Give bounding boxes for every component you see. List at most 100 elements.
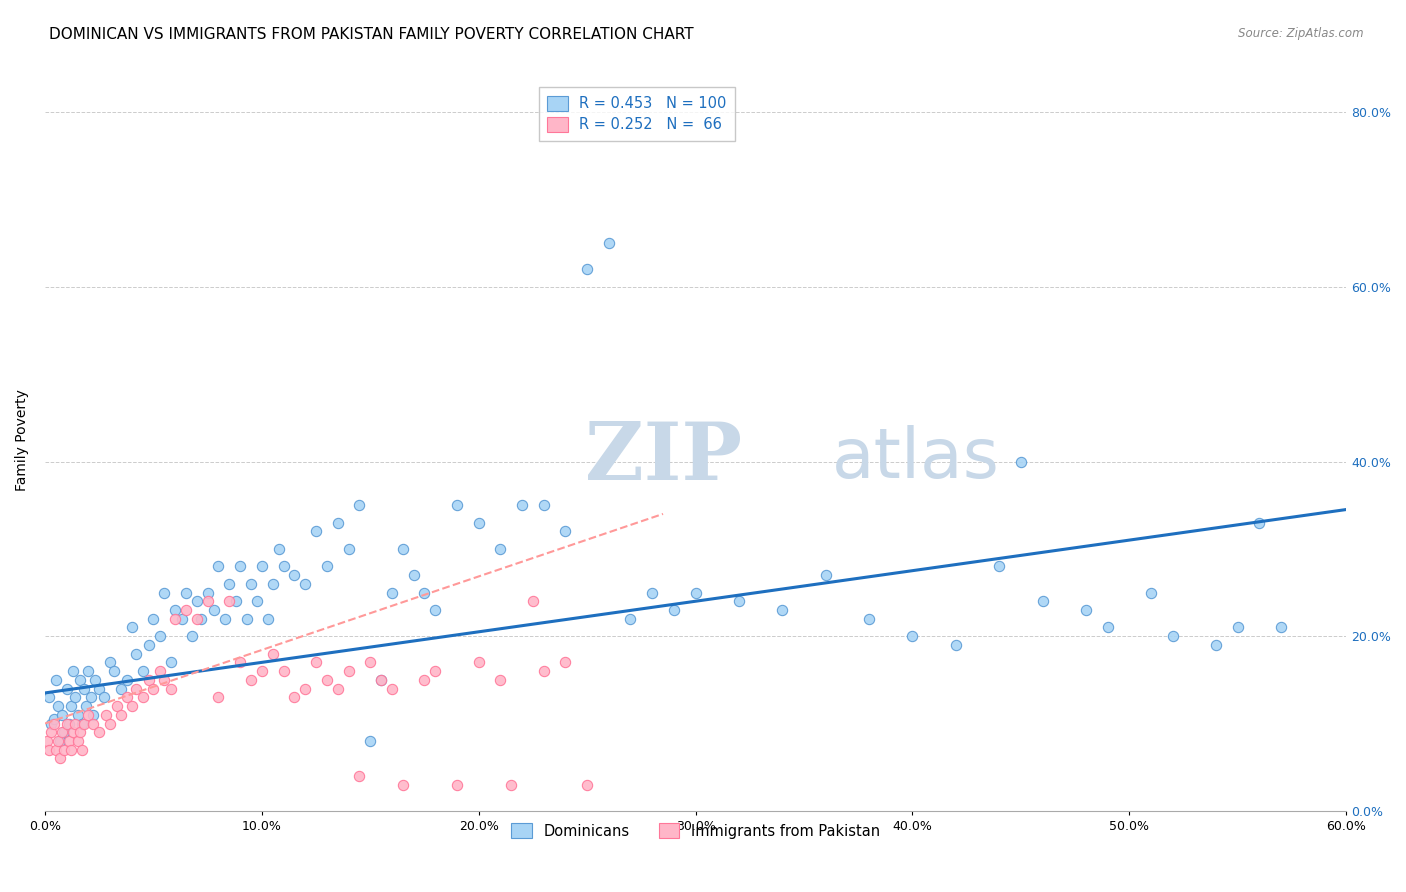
Point — [58, 716, 80, 731]
Point — [554, 524, 576, 539]
Point — [349, 498, 371, 512]
Point — [225, 594, 247, 608]
Point — [94, 707, 117, 722]
Point — [186, 594, 208, 608]
Point — [349, 769, 371, 783]
Point — [45, 673, 67, 687]
Point — [202, 603, 225, 617]
Point — [69, 725, 91, 739]
Point — [273, 664, 295, 678]
Point — [1161, 629, 1184, 643]
Point — [55, 681, 77, 696]
Point — [489, 673, 512, 687]
Point — [117, 690, 139, 705]
Point — [125, 681, 148, 696]
Point — [381, 681, 404, 696]
Point — [138, 638, 160, 652]
Point — [38, 742, 60, 756]
Point — [105, 699, 128, 714]
Point — [149, 629, 172, 643]
Point — [218, 594, 240, 608]
Point — [73, 716, 96, 731]
Point — [501, 778, 523, 792]
Point — [46, 734, 69, 748]
Point — [53, 725, 76, 739]
Point — [326, 681, 349, 696]
Point — [58, 734, 80, 748]
Point — [42, 712, 65, 726]
Point — [945, 638, 967, 652]
Point — [305, 524, 328, 539]
Point — [103, 664, 125, 678]
Point — [121, 620, 143, 634]
Point — [51, 707, 73, 722]
Point — [153, 673, 176, 687]
Point — [229, 559, 252, 574]
Point — [240, 576, 263, 591]
Point — [235, 612, 257, 626]
Point — [315, 559, 337, 574]
Point — [814, 568, 837, 582]
Point — [138, 673, 160, 687]
Point — [901, 629, 924, 643]
Point — [121, 699, 143, 714]
Point — [425, 603, 447, 617]
Point — [125, 647, 148, 661]
Point — [66, 707, 89, 722]
Point — [98, 716, 121, 731]
Point — [359, 656, 381, 670]
Point — [181, 629, 204, 643]
Text: Source: ZipAtlas.com: Source: ZipAtlas.com — [1239, 27, 1364, 40]
Point — [218, 576, 240, 591]
Point — [89, 725, 111, 739]
Point — [73, 681, 96, 696]
Point — [446, 498, 468, 512]
Point — [1270, 620, 1292, 634]
Point — [46, 699, 69, 714]
Point — [75, 699, 97, 714]
Point — [66, 734, 89, 748]
Point — [117, 673, 139, 687]
Point — [65, 716, 87, 731]
Point — [576, 778, 599, 792]
Point — [533, 664, 555, 678]
Point — [598, 236, 620, 251]
Point — [381, 585, 404, 599]
Point — [98, 656, 121, 670]
Point — [294, 681, 316, 696]
Point — [93, 690, 115, 705]
Point — [391, 778, 413, 792]
Point — [283, 568, 305, 582]
Point — [533, 498, 555, 512]
Point — [159, 681, 181, 696]
Legend: Dominicans, Immigrants from Pakistan: Dominicans, Immigrants from Pakistan — [505, 817, 886, 845]
Point — [51, 725, 73, 739]
Point — [62, 725, 84, 739]
Point — [41, 716, 63, 731]
Point — [83, 673, 105, 687]
Point — [165, 612, 187, 626]
Point — [467, 656, 489, 670]
Point — [59, 699, 82, 714]
Point — [49, 734, 72, 748]
Point — [370, 673, 392, 687]
Point — [619, 612, 641, 626]
Point — [190, 612, 212, 626]
Text: ZIP: ZIP — [585, 419, 742, 497]
Point — [207, 690, 229, 705]
Point — [214, 612, 236, 626]
Point — [49, 751, 72, 765]
Point — [294, 576, 316, 591]
Point — [273, 559, 295, 574]
Point — [174, 585, 197, 599]
Point — [522, 594, 544, 608]
Point — [425, 664, 447, 678]
Point — [42, 716, 65, 731]
Point — [337, 541, 360, 556]
Point — [170, 612, 193, 626]
Point — [77, 664, 100, 678]
Point — [576, 262, 599, 277]
Point — [69, 673, 91, 687]
Point — [1140, 585, 1163, 599]
Point — [142, 612, 165, 626]
